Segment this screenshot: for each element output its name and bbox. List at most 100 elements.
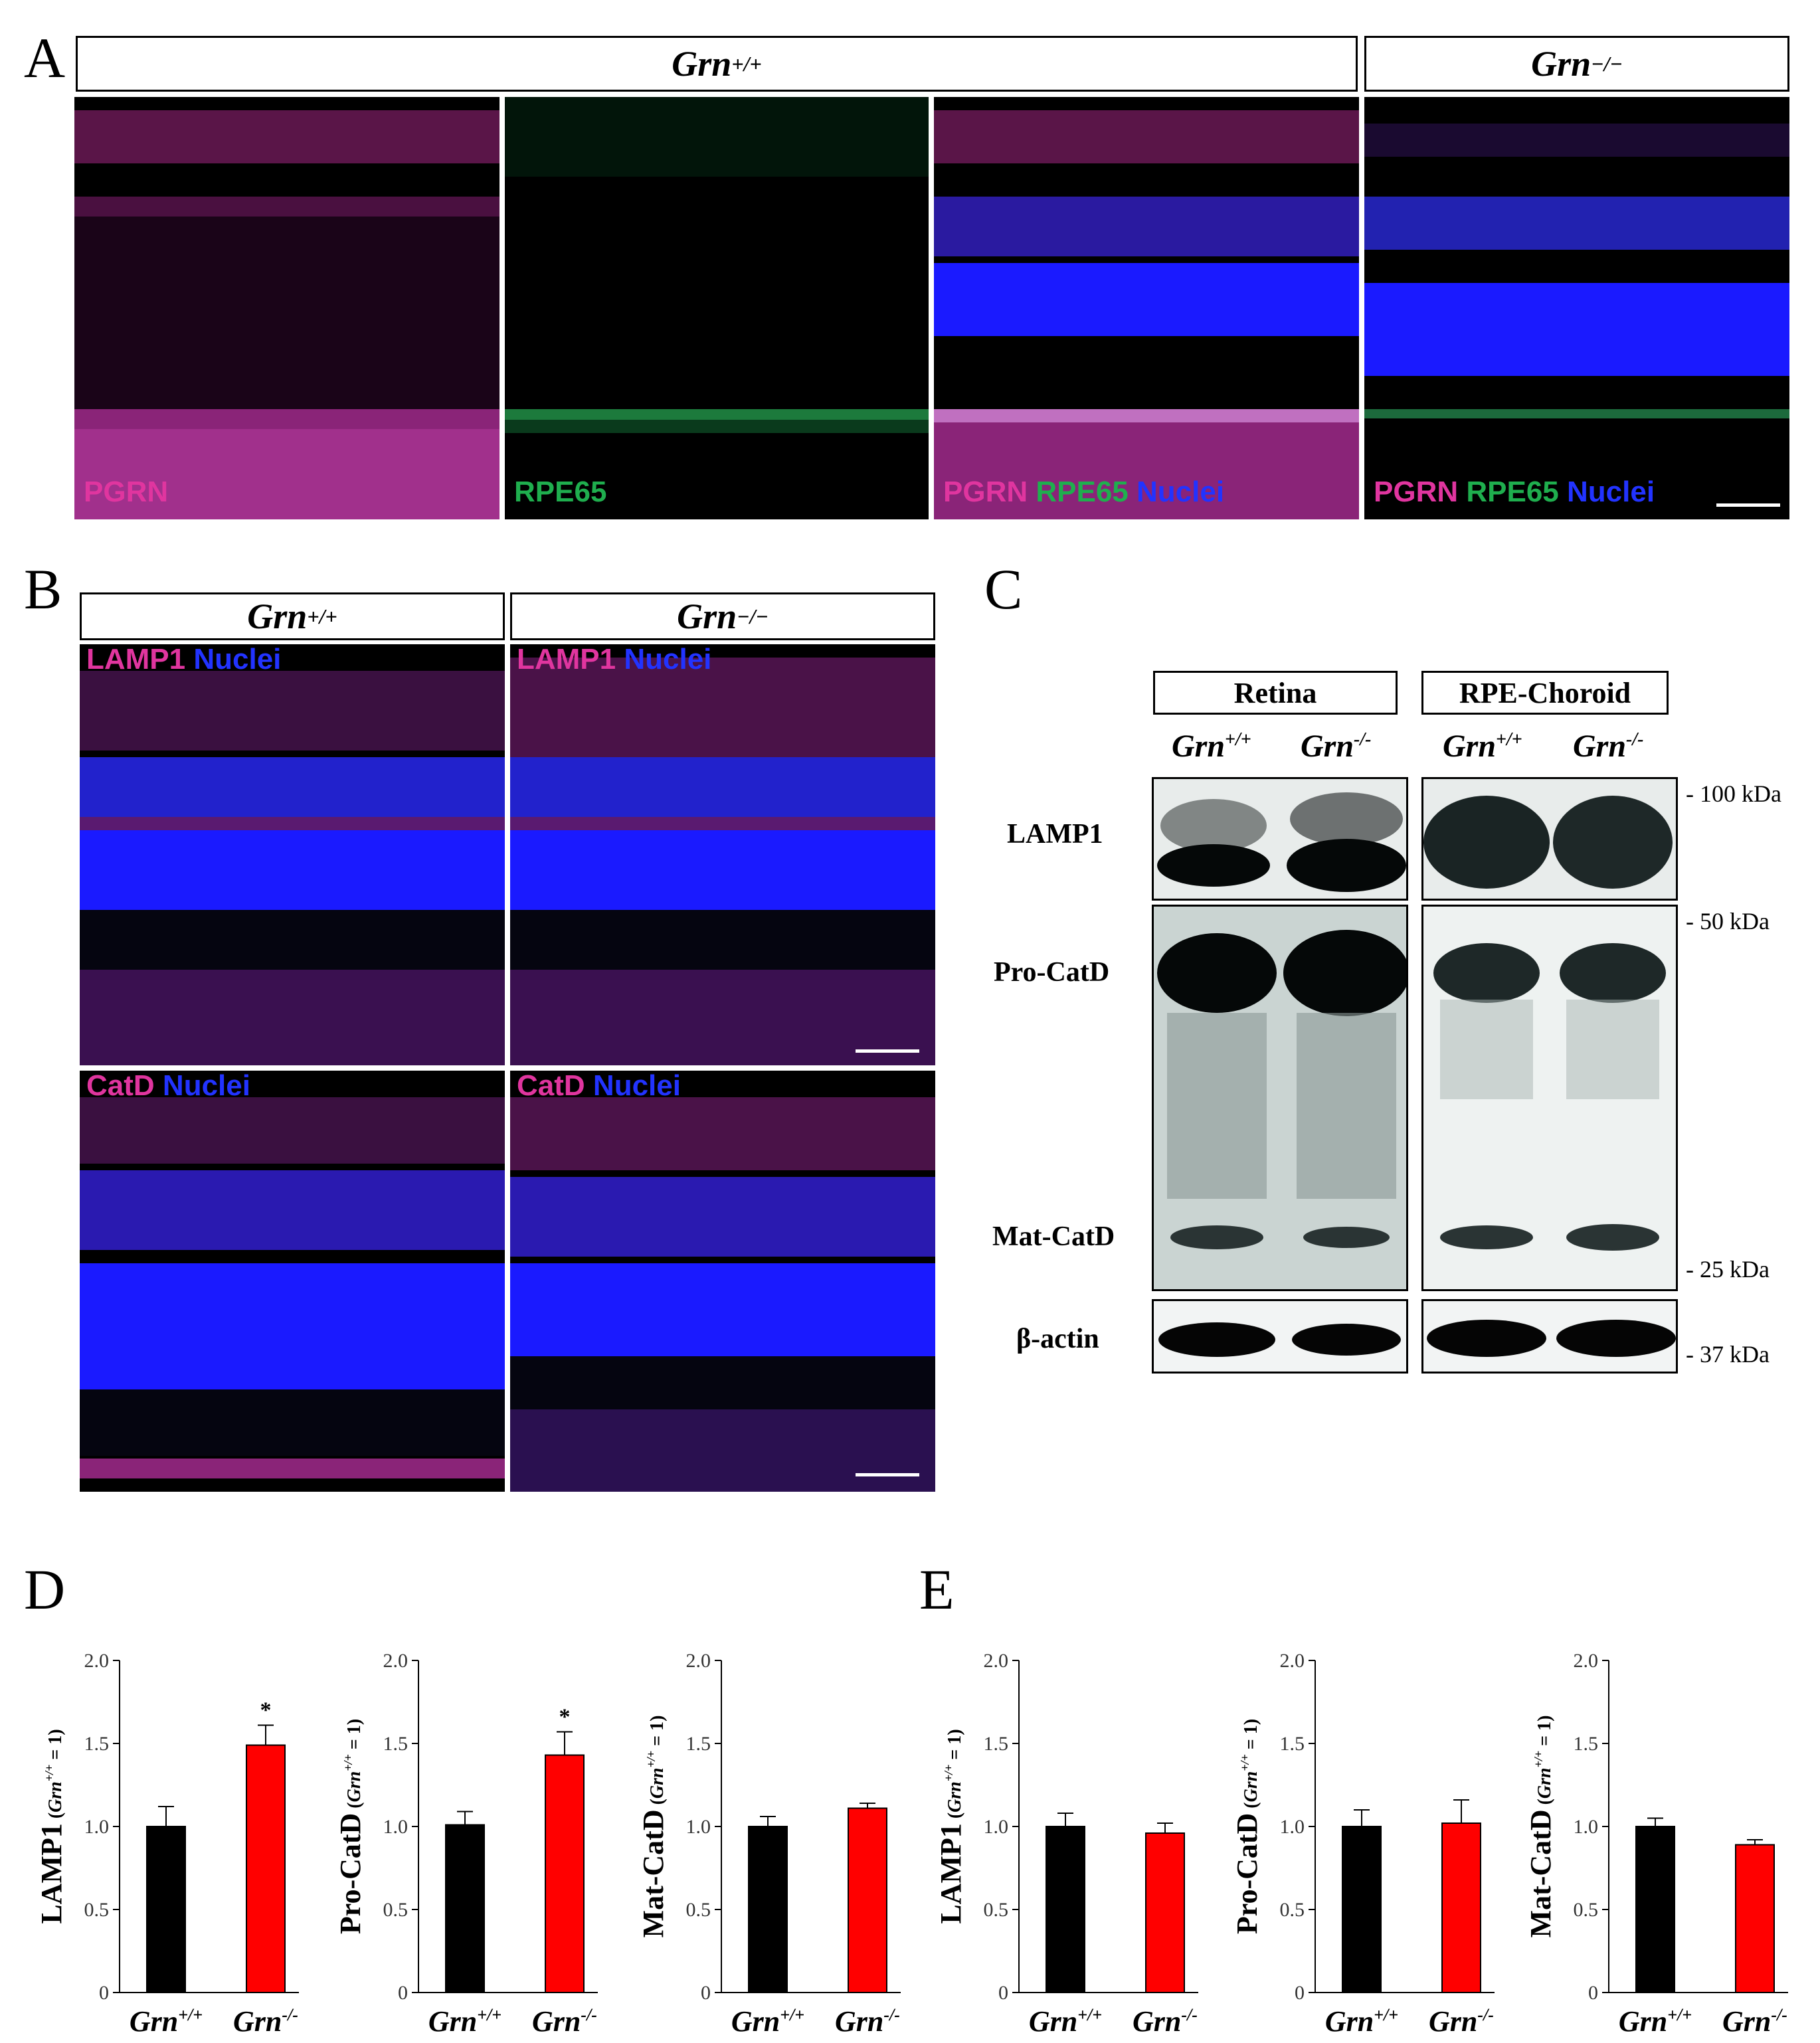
protein-label-pro-catd: Pro-CatD [994,957,1110,988]
y-tick-label: 2.0 [1574,1650,1599,1672]
panel-b-header-ko: Grn −/− [510,592,935,640]
y-axis-label: Mat-CatD (Grn+/+ = 1) [637,1716,670,1938]
y-tick-label: 0.5 [984,1899,1009,1921]
genotype-base: Grn [1531,44,1592,84]
y-tick-label: 1.0 [84,1816,110,1838]
protein-label-mat-catd: Mat-CatD [992,1221,1115,1252]
y-axis-label: Pro-CatD (Grn+/+ = 1) [334,1719,367,1934]
panel-a-image-merge-ko: PGRN RPE65 Nuclei [1364,97,1789,519]
bar [748,1826,788,1993]
y-tick-label: 2.0 [984,1650,1009,1672]
y-tick-label: 1.0 [1280,1816,1305,1838]
y-tick-label: 0.5 [84,1899,110,1921]
y-tick-label: 1.0 [1574,1816,1599,1838]
y-tick-label: 0 [998,1982,1008,2004]
y-tick-label: 0 [1588,1982,1598,2004]
y-tick-label: 1.5 [383,1733,409,1755]
y-tick-label: 2.0 [1280,1650,1305,1672]
y-tick-label: 1.5 [984,1733,1009,1755]
panel-b-image-lamp1-wt: LAMP1 Nuclei [80,644,505,1065]
bar-chart-d-mat-catd: 0 0.5 1.0 1.5 2.0 Mat-CatD (Grn+/+ = 1) Grn+/+… [637,1650,901,2038]
panel-b-image-catd-ko: CatD Nuclei [510,1071,935,1492]
y-tick-label: 0 [701,1982,711,2004]
blot-catd-rpe [1421,905,1678,1291]
genotype-sup: −/− [737,604,769,628]
bar [545,1754,585,1993]
bar [1342,1826,1382,1993]
lane-label: Grn-/- [1301,729,1372,764]
x-tick-label: Grn-/- [233,2005,298,2038]
image-label: PGRN [84,476,169,508]
protein-label-lamp1: LAMP1 [1007,819,1103,849]
bar [848,1807,887,1993]
panel-label-c: C [984,557,1023,621]
y-tick-label: 1.5 [1280,1733,1305,1755]
bar [246,1744,286,1993]
scale-bar [856,1473,919,1476]
panel-b-image-lamp1-ko: LAMP1 Nuclei [510,644,935,1065]
image-label: LAMP1 Nuclei [86,644,282,675]
genotype-base: Grn [672,44,732,84]
bar [445,1824,485,1993]
bar [1046,1826,1085,1993]
panel-b-header-wt: Grn +/+ [80,592,505,640]
bar [1145,1832,1185,1993]
bar-chart-d-lamp1: 0 0.5 1.0 1.5 2.0 LAMP1 (Grn+/+ = 1) Grn+/+ * Gr… [35,1650,299,2038]
x-tick-label: Grn+/+ [428,2005,501,2038]
bar-chart-e-pro-catd: 0 0.5 1.0 1.5 2.0 Pro-CatD (Grn+/+ = 1) Grn+/+… [1231,1650,1495,2038]
image-label: PGRN RPE65 Nuclei [1374,476,1655,508]
y-axis-label: Pro-CatD (Grn+/+ = 1) [1231,1719,1263,1934]
mw-marker-50: - 50 kDa [1686,908,1770,934]
x-tick-label: Grn-/- [1722,2005,1787,2038]
blot-actin-retina [1152,1299,1408,1374]
panel-a-header-ko: Grn −/− [1364,36,1789,92]
genotype-sup: −/− [1591,51,1623,76]
scale-bar [1716,503,1780,507]
protein-label-beta-actin: β-actin [1016,1324,1099,1354]
panel-a-image-pgrn: PGRN [74,97,500,519]
bar-chart-e-mat-catd: 0 0.5 1.0 1.5 2.0 Mat-CatD (Grn+/+ = 1) Grn+/+… [1524,1650,1788,2038]
x-tick-label: Grn+/+ [1029,2005,1102,2038]
significance-mark: * [559,1705,571,1730]
mw-marker-25: - 25 kDa [1686,1256,1770,1283]
panel-a-image-merge-wt: PGRN RPE65 Nuclei [934,97,1359,519]
genotype-sup: +/+ [307,604,337,628]
blot-catd-retina [1152,905,1408,1291]
y-tick-label: 0 [1295,1982,1305,2004]
image-label: LAMP1 Nuclei [517,644,712,675]
y-tick-label: 0.5 [686,1899,711,1921]
y-tick-label: 0 [398,1982,408,2004]
y-axis-label: LAMP1 (Grn+/+ = 1) [935,1729,967,1923]
y-tick-label: 2.0 [686,1650,711,1672]
y-tick-label: 2.0 [383,1650,409,1672]
panel-label-e: E [919,1557,955,1621]
bar-chart-d-pro-catd: 0 0.5 1.0 1.5 2.0 Pro-CatD (Grn+/+ = 1) Grn+/+… [334,1650,598,2038]
image-label: CatD Nuclei [86,1071,250,1102]
genotype-base: Grn [247,596,308,636]
y-tick-label: 1.5 [84,1733,110,1755]
panel-a-image-rpe65: RPE65 [505,97,929,519]
tissue-header-rpe-choroid: RPE-Choroid [1421,671,1669,715]
image-label: PGRN RPE65 Nuclei [943,476,1225,508]
y-tick-label: 1.0 [383,1816,409,1838]
y-tick-label: 1.0 [984,1816,1009,1838]
x-tick-label: Grn-/- [532,2005,597,2038]
panel-b-image-catd-wt: CatD Nuclei [80,1071,505,1492]
lane-label: Grn+/+ [1172,729,1251,764]
bar-chart-e-lamp1: 0 0.5 1.0 1.5 2.0 LAMP1 (Grn+/+ = 1) Grn+/+ Grn… [935,1650,1198,2038]
x-tick-label: Grn+/+ [731,2005,804,2038]
y-tick-label: 0.5 [383,1899,409,1921]
y-axis-label: Mat-CatD (Grn+/+ = 1) [1524,1716,1557,1938]
blot-actin-rpe [1421,1299,1678,1374]
mw-marker-100: - 100 kDa [1686,780,1781,807]
image-label: RPE65 [514,476,607,508]
tissue-header-retina: Retina [1153,671,1398,715]
y-tick-label: 1.5 [1574,1733,1599,1755]
genotype-sup: +/+ [731,51,762,76]
x-tick-label: Grn-/- [1133,2005,1198,2038]
blot-lamp1-retina [1152,777,1408,901]
panel-label-a: A [24,26,66,90]
lane-label: Grn-/- [1573,729,1644,764]
lane-label: Grn+/+ [1443,729,1522,764]
y-tick-label: 1.0 [686,1816,711,1838]
